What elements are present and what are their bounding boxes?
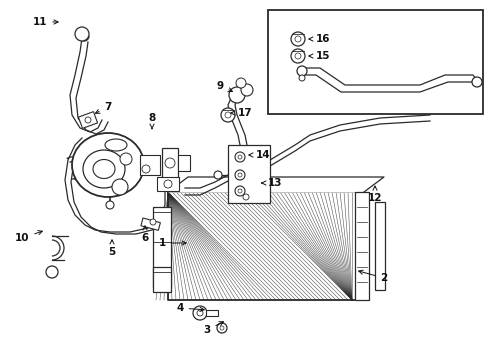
Circle shape: [294, 53, 301, 59]
Circle shape: [193, 306, 206, 320]
Text: 5: 5: [108, 240, 115, 257]
Text: 13: 13: [261, 178, 282, 188]
Circle shape: [238, 173, 242, 177]
Circle shape: [290, 32, 305, 46]
Circle shape: [214, 171, 222, 179]
Circle shape: [290, 49, 305, 63]
Circle shape: [120, 153, 132, 165]
Text: 14: 14: [248, 150, 270, 160]
Text: 6: 6: [141, 226, 148, 243]
Circle shape: [224, 112, 230, 118]
Circle shape: [294, 36, 301, 42]
Bar: [178, 155, 190, 171]
Circle shape: [164, 158, 175, 168]
Polygon shape: [168, 177, 383, 192]
Text: 3: 3: [203, 322, 223, 335]
Bar: [78, 112, 98, 129]
Circle shape: [150, 219, 156, 225]
Circle shape: [221, 108, 235, 122]
Circle shape: [106, 201, 114, 209]
Text: 16: 16: [308, 34, 329, 44]
Text: 2: 2: [358, 270, 387, 283]
Bar: [140, 155, 160, 175]
Text: 10: 10: [15, 230, 42, 243]
Circle shape: [235, 170, 244, 180]
Bar: [153, 267, 171, 292]
Bar: [267, 10, 482, 114]
Circle shape: [235, 152, 244, 162]
Circle shape: [241, 84, 252, 96]
Bar: [374, 202, 384, 290]
Ellipse shape: [105, 139, 127, 151]
Text: 8: 8: [148, 113, 155, 129]
Circle shape: [238, 189, 242, 193]
Bar: [153, 207, 171, 287]
Circle shape: [235, 186, 244, 196]
Text: 15: 15: [308, 51, 329, 61]
Bar: [141, 218, 160, 230]
Ellipse shape: [93, 159, 115, 179]
Text: 1: 1: [158, 238, 186, 248]
Circle shape: [238, 155, 242, 159]
Circle shape: [296, 66, 306, 76]
Circle shape: [197, 310, 203, 316]
Circle shape: [75, 27, 89, 41]
Circle shape: [85, 117, 91, 123]
Circle shape: [243, 194, 248, 200]
Text: 4: 4: [176, 303, 203, 313]
Circle shape: [142, 165, 150, 173]
Bar: [205, 310, 218, 316]
Circle shape: [236, 78, 245, 88]
Circle shape: [112, 179, 128, 195]
Circle shape: [471, 77, 481, 87]
Text: 11: 11: [33, 17, 58, 27]
Text: 17: 17: [230, 108, 252, 118]
Circle shape: [228, 87, 244, 103]
Text: 7: 7: [95, 102, 111, 113]
Circle shape: [217, 323, 226, 333]
Circle shape: [163, 180, 172, 188]
Circle shape: [46, 266, 58, 278]
Circle shape: [220, 326, 224, 330]
Text: 12: 12: [367, 186, 382, 203]
Bar: [227, 145, 269, 203]
Ellipse shape: [72, 133, 143, 197]
Text: 9: 9: [216, 81, 232, 92]
Bar: [162, 148, 178, 178]
Ellipse shape: [83, 150, 125, 188]
Bar: [354, 192, 368, 300]
Circle shape: [298, 75, 305, 81]
Bar: [157, 177, 179, 191]
